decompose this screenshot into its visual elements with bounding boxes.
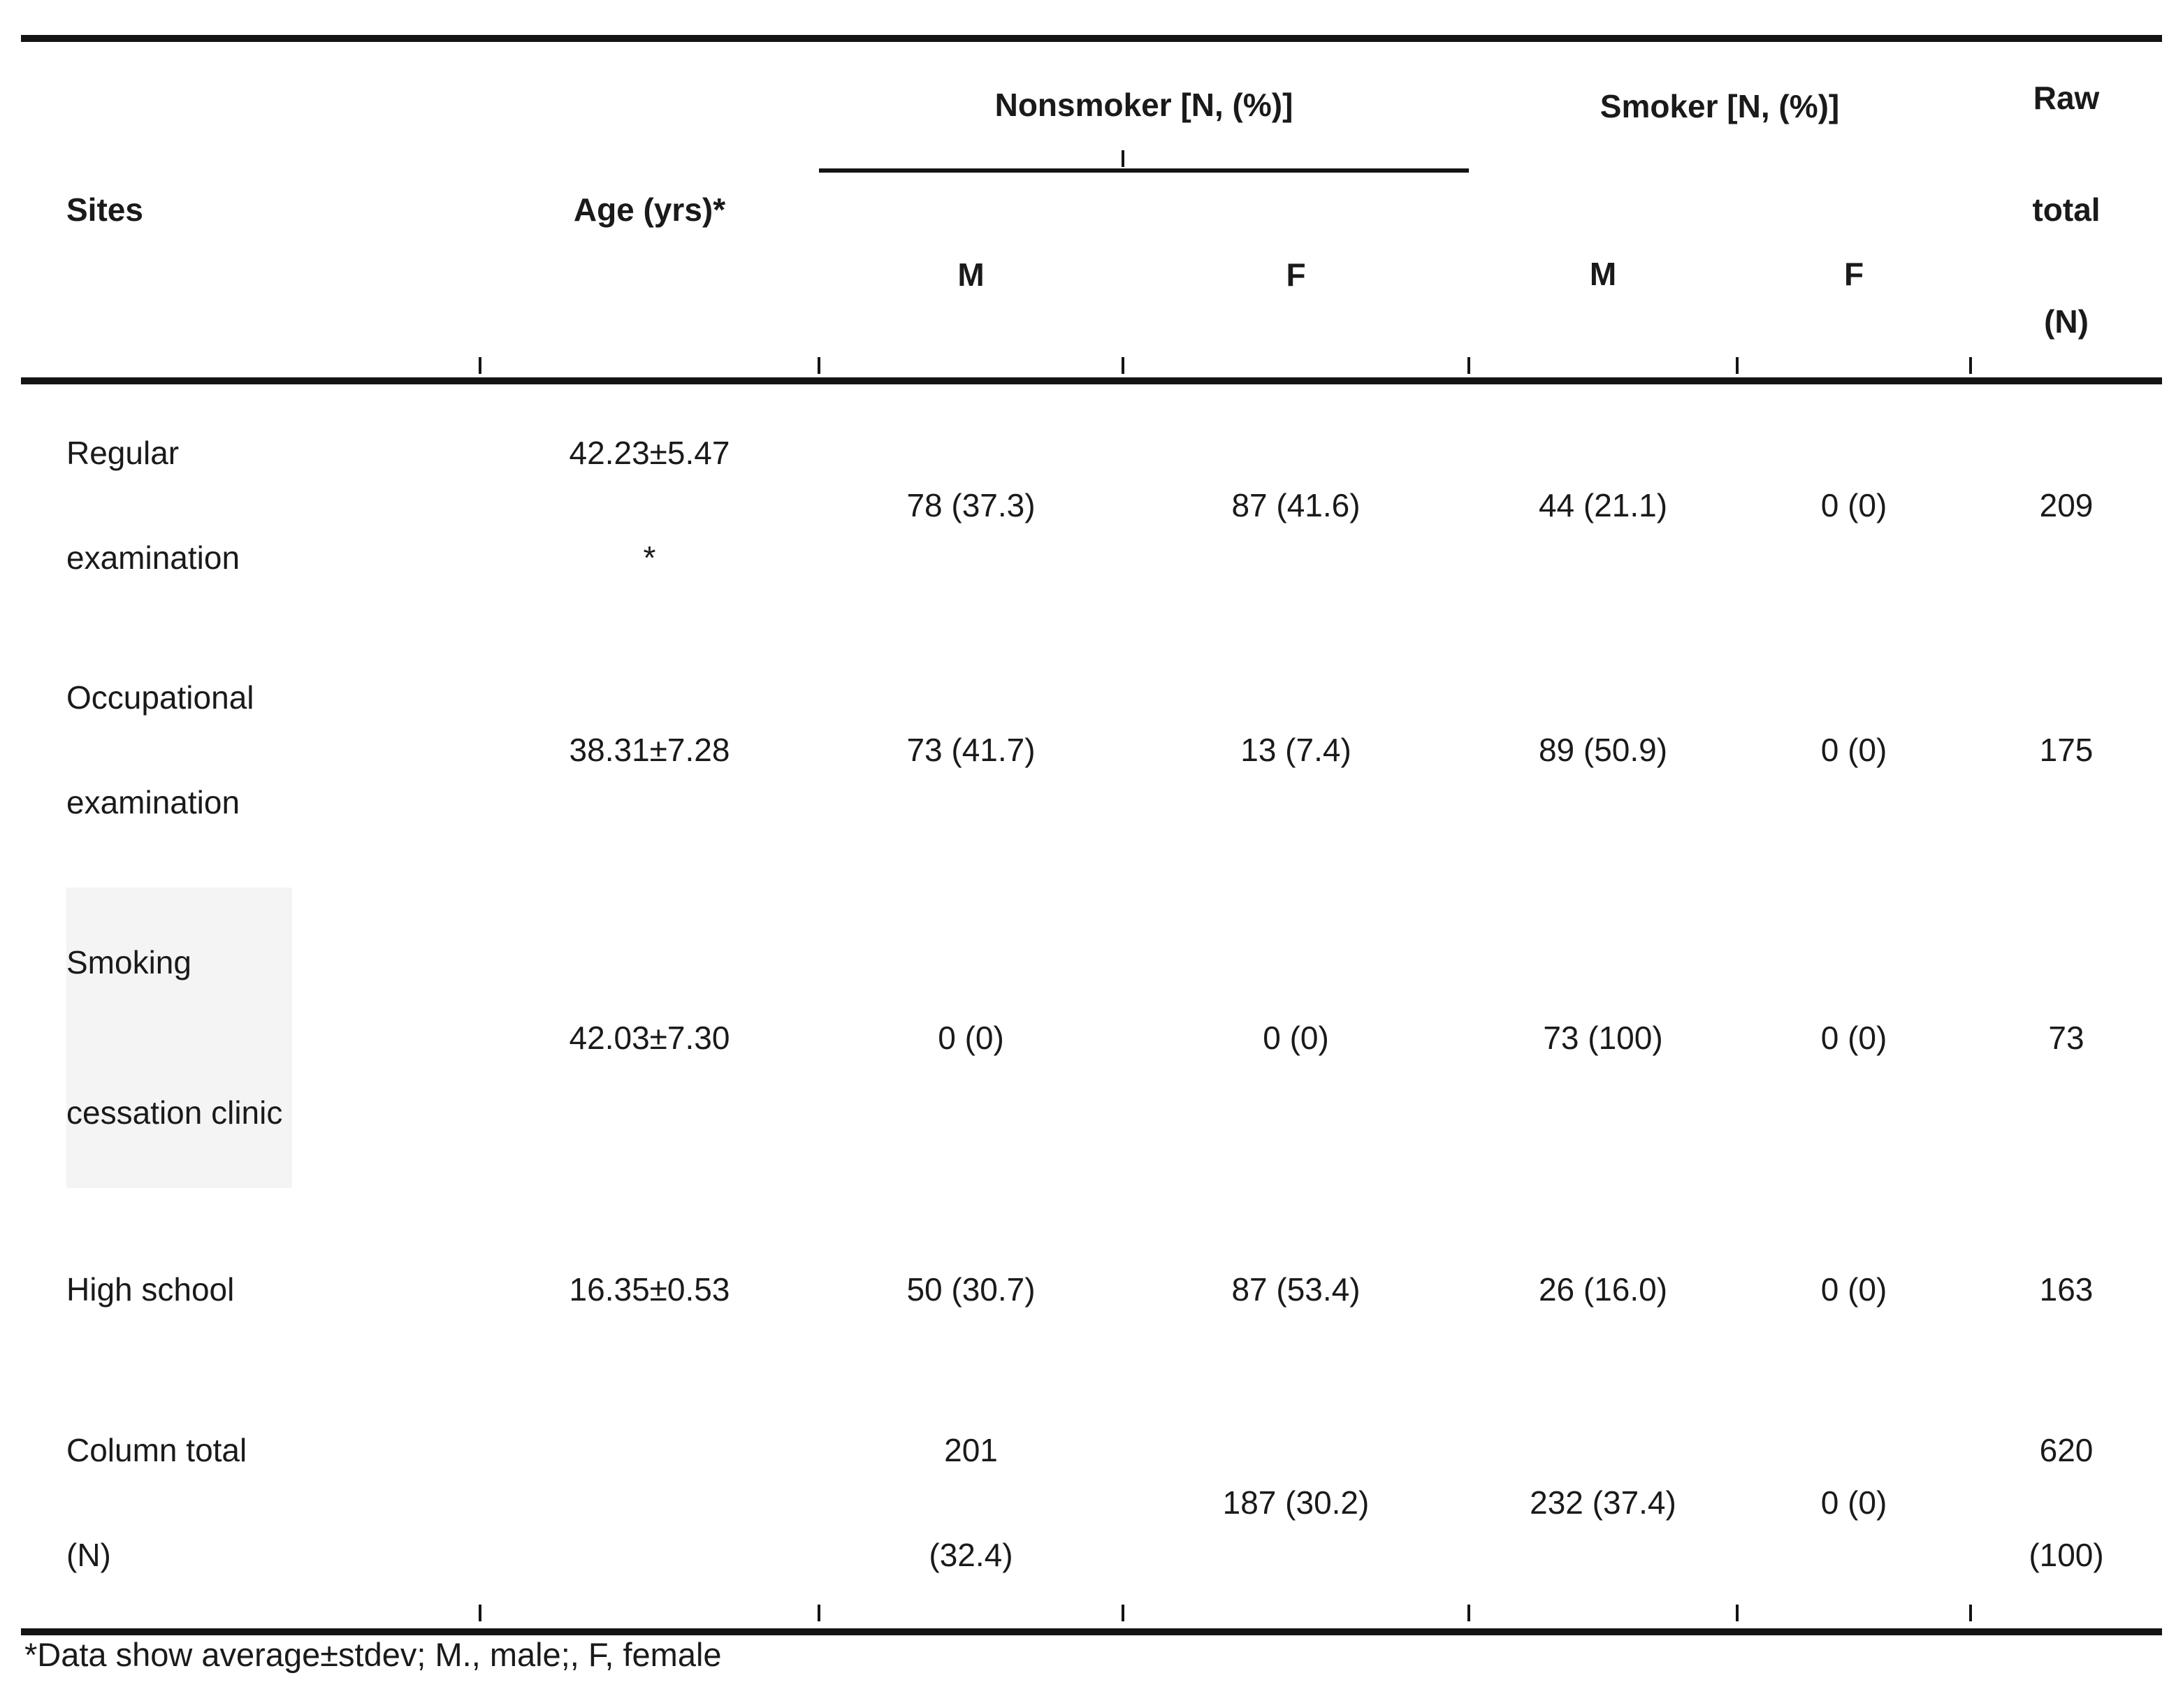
raw-total-cell: 620 (100) — [2029, 1432, 2104, 1573]
header-smoker-male: M — [1589, 255, 1617, 292]
column-boundary-tick — [818, 357, 820, 374]
age-cell — [480, 1377, 819, 1632]
site-cell: Column total (N) — [66, 1432, 247, 1573]
table-footnote: *Data show average±stdev; M., male;, F, … — [24, 1636, 722, 1673]
header-nonsmoker-female: F — [1286, 256, 1306, 294]
smoker-male-cell: 44 (21.1) — [1538, 486, 1668, 523]
nonsmoker-female-cell: 87 (41.6) — [1231, 486, 1361, 523]
header-sites: Sites — [66, 191, 143, 228]
column-boundary-tick — [818, 1605, 820, 1621]
smoker-female-cell: 0 (0) — [1820, 1020, 1887, 1056]
table-row: Regular examination 42.23±5.47 * 78 (37.… — [21, 381, 2162, 625]
nonsmoker-male-cell: 78 (37.3) — [906, 486, 1036, 523]
table-row: Column total (N) 201 (32.4) 187 (30.2) 2… — [21, 1377, 2162, 1632]
smoker-female-cell: 0 (0) — [1820, 1484, 1887, 1521]
column-boundary-tick — [1969, 357, 1972, 374]
site-cell: Regular examination — [66, 434, 240, 576]
nonsmoker-female-cell: 0 (0) — [1263, 1020, 1329, 1056]
column-boundary-tick — [1969, 1605, 1972, 1621]
nonsmoker-female-cell: 87 (53.4) — [1231, 1271, 1361, 1308]
smoker-male-cell: 26 (16.0) — [1538, 1271, 1668, 1308]
raw-total-cell: 163 — [2039, 1271, 2094, 1308]
nonsmoker-female-cell: 187 (30.2) — [1222, 1484, 1370, 1521]
nonsmoker-male-cell: 201 (32.4) — [929, 1432, 1013, 1573]
smoker-female-cell: 0 (0) — [1820, 731, 1887, 768]
raw-total-cell: 175 — [2039, 731, 2094, 768]
column-boundary-tick — [479, 1605, 481, 1621]
age-cell: 38.31±7.28 — [569, 731, 730, 768]
raw-total-cell: 209 — [2039, 486, 2094, 523]
header-nonsmoker-male: M — [957, 256, 985, 294]
site-cell: Occupational examination — [66, 679, 254, 820]
site-cell: Smoking cessation clinic — [66, 888, 293, 1188]
column-boundary-tick — [1122, 357, 1124, 374]
header-nonsmoker-group: Nonsmoker [N, (%)] — [819, 38, 1469, 173]
table-header: Sites Age (yrs)* Nonsmoker [N, (%)] Smok… — [21, 38, 2163, 381]
column-boundary-tick — [479, 357, 481, 374]
raw-total-cell: 73 — [2048, 1020, 2084, 1056]
header-smoker-female: F — [1843, 255, 1864, 292]
nonsmoker-female-cell: 13 (7.4) — [1240, 731, 1351, 768]
nonsmoker-male-cell: 73 (41.7) — [906, 731, 1036, 768]
smoker-male-cell: 232 (37.4) — [1530, 1484, 1676, 1521]
header-smoker-group: Smoker [N, (%)] — [1600, 87, 1840, 124]
site-cell: High school — [66, 1271, 235, 1308]
smoker-male-cell: 73 (100) — [1543, 1020, 1663, 1056]
smoking-sites-table: Sites Age (yrs)* Nonsmoker [N, (%)] Smok… — [21, 35, 2163, 1635]
header-raw-total: Raw total (N) — [2032, 80, 2101, 340]
smoker-male-cell: 89 (50.9) — [1538, 731, 1668, 768]
column-boundary-tick — [1467, 1605, 1470, 1621]
header-age: Age (yrs)* — [573, 191, 726, 228]
age-cell: 16.35±0.53 — [569, 1271, 730, 1308]
column-boundary-tick — [1122, 1605, 1124, 1621]
column-boundary-tick — [1467, 357, 1470, 374]
smoker-female-cell: 0 (0) — [1820, 1271, 1887, 1308]
age-cell: 42.03±7.30 — [569, 1020, 730, 1056]
smoker-female-cell: 0 (0) — [1820, 486, 1887, 523]
table-row: Occupational examination 38.31±7.28 73 (… — [21, 625, 2162, 874]
age-cell: 42.23±5.47 * — [569, 434, 730, 576]
nonsmoker-male-cell: 0 (0) — [938, 1020, 1004, 1056]
column-boundary-tick — [1736, 1605, 1739, 1621]
table-row: Smoking cessation clinic 42.03±7.30 0 (0… — [21, 874, 2162, 1202]
column-boundary-tick — [1122, 150, 1124, 167]
nonsmoker-male-cell: 50 (30.7) — [906, 1271, 1036, 1308]
column-boundary-tick — [1736, 357, 1739, 374]
table-row: High school 16.35±0.53 50 (30.7) 87 (53.… — [21, 1202, 2162, 1377]
